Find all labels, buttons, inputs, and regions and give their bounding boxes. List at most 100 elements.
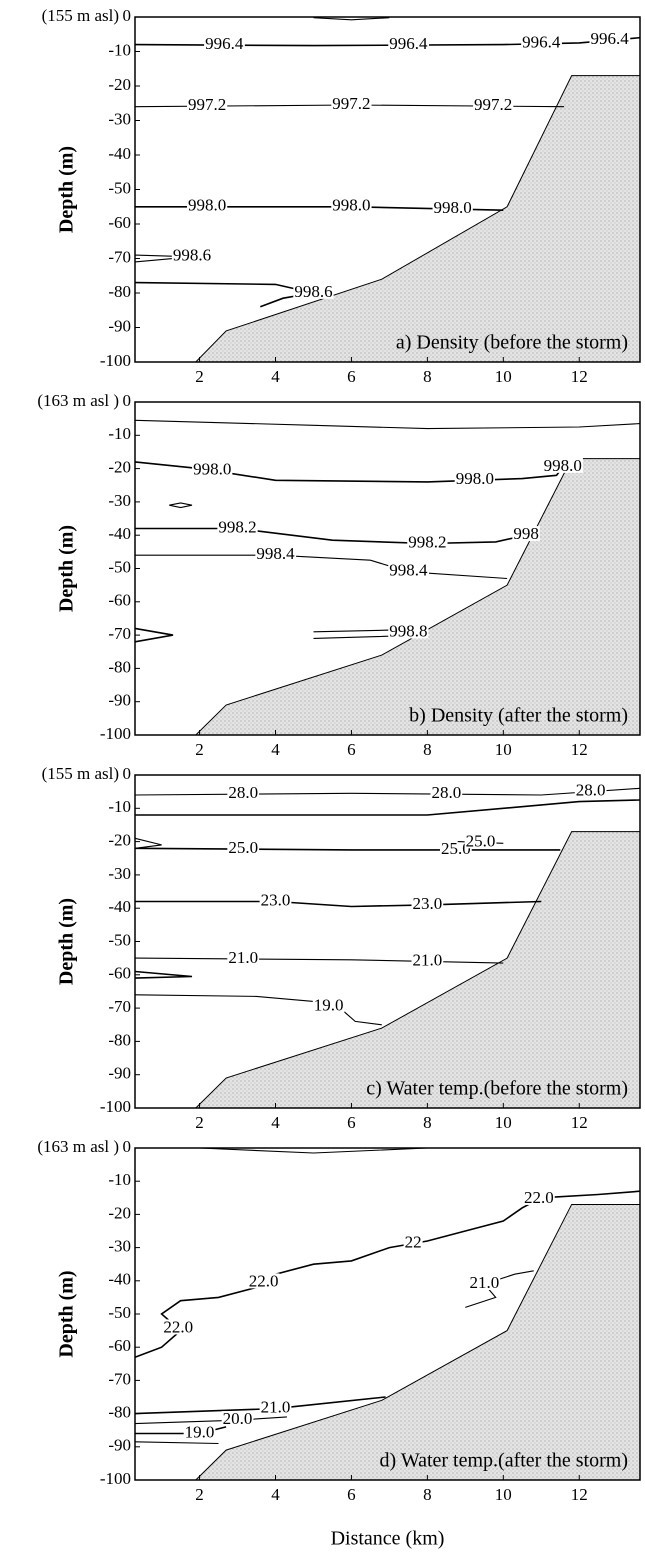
x-tick-label: 6	[347, 740, 356, 759]
contour-label-bg	[204, 36, 245, 52]
contour-label-bg	[432, 199, 473, 215]
y-tick-label: -50	[108, 930, 131, 949]
y-tick-label: 0	[123, 1137, 132, 1156]
y-tick-label: -20	[108, 1203, 131, 1222]
x-tick-label: 4	[271, 1113, 280, 1132]
contour-line	[134, 970, 193, 979]
contour-label-bg	[192, 461, 233, 477]
contour-label: 22.0	[249, 1271, 279, 1290]
y-tick-label: -70	[108, 1369, 131, 1388]
y-tick-label: -30	[108, 864, 131, 883]
surface-label: (163 m asl )	[37, 391, 119, 410]
x-tick-label: 10	[495, 1113, 512, 1132]
x-tick-label: 10	[495, 1485, 512, 1504]
x-tick-label: 10	[495, 367, 512, 386]
x-tick-label: 8	[423, 1485, 432, 1504]
contour-label: 998.4	[256, 544, 295, 563]
contour-label: 997.2	[332, 94, 370, 113]
y-tick-label: -30	[108, 1237, 131, 1256]
contour-label: 998.6	[173, 246, 211, 265]
x-tick-label: 8	[423, 1113, 432, 1132]
panel-title: c) Water temp.(before the storm)	[366, 1078, 628, 1100]
contour-label: 998.8	[389, 622, 427, 641]
contour-line	[135, 900, 542, 908]
y-tick-label: -20	[108, 458, 131, 477]
contour-label: 998.0	[188, 196, 226, 215]
contour-label: 998.6	[294, 282, 332, 301]
contour-label-bg	[411, 895, 444, 911]
x-tick-label: 2	[195, 367, 204, 386]
contour-label-bg	[473, 97, 514, 113]
x-tick-label: 2	[195, 740, 204, 759]
y-tick-label: -90	[108, 691, 131, 710]
contour-label: 996.4	[590, 29, 629, 48]
lake-bottom	[194, 831, 641, 1109]
contour-label-bg	[388, 562, 430, 578]
y-tick-label: -10	[108, 1170, 131, 1189]
contour-label-bg	[388, 36, 430, 52]
contour-label: 998.2	[408, 532, 446, 551]
contour-label-bg	[187, 197, 228, 213]
y-axis-label: Depth (m)	[56, 146, 78, 233]
contour-label: 28.0	[431, 783, 461, 802]
panel: 22.0 22.0 22 22.0 21.0 21.0 20.0 19.0 0 -10 -20 -30…	[37, 1137, 641, 1550]
y-tick-label: -90	[108, 316, 131, 335]
panel: 996.4 996.4 996.4 996.4 997.2 997.2 997.2 998.0…	[42, 6, 641, 386]
contour-label-bg	[388, 623, 429, 639]
y-axis-label: Depth (m)	[56, 1270, 78, 1357]
x-axis-label: Distance (km)	[331, 1528, 445, 1550]
contour-label: 21.0	[412, 950, 442, 969]
contour-label: 28.0	[576, 781, 606, 800]
contour-line	[135, 554, 508, 580]
contour-line	[134, 787, 641, 796]
contour-label-bg	[454, 471, 495, 487]
y-tick-label: -100	[100, 724, 131, 743]
x-tick-label: 4	[271, 1485, 280, 1504]
contour-label-bg	[171, 247, 213, 263]
y-tick-label: -50	[108, 557, 131, 576]
contour-label-bg	[312, 997, 345, 1013]
contour-line	[134, 957, 504, 964]
contour-label-bg	[523, 1189, 555, 1205]
contour-label-bg	[574, 782, 607, 798]
y-tick-label: -30	[108, 491, 131, 510]
contour-label: 997.2	[188, 95, 226, 114]
contour-label: 998.0	[456, 469, 494, 488]
y-tick-label: -60	[108, 591, 131, 610]
y-tick-label: -40	[108, 144, 131, 163]
contour-label-bg	[439, 840, 472, 856]
contour-label: 28.0	[228, 783, 258, 802]
y-tick-label: -40	[108, 897, 131, 916]
y-tick-label: -20	[108, 75, 131, 94]
contour-label-bg	[247, 1273, 280, 1289]
lake-bottom	[194, 75, 641, 363]
contour-label-bg	[407, 534, 448, 550]
panel-title: a) Density (before the storm)	[396, 332, 628, 354]
contour-label: 998.0	[193, 459, 231, 478]
contour-label-bg	[187, 97, 228, 113]
y-tick-label: -40	[108, 524, 131, 543]
y-tick-label: -90	[108, 1436, 131, 1455]
contour-label: 25.0	[228, 838, 258, 857]
panel-title: d) Water temp.(after the storm)	[380, 1450, 628, 1472]
contour-label: 998	[513, 524, 539, 543]
x-tick-label: 8	[423, 367, 432, 386]
y-tick-label: -10	[108, 424, 131, 443]
y-tick-label: -80	[108, 1030, 131, 1049]
contour-label-bg	[293, 283, 334, 299]
y-tick-label: -50	[108, 1303, 131, 1322]
contour-label-bg	[227, 785, 260, 801]
x-tick-label: 6	[347, 1485, 356, 1504]
contour-label: 996.4	[522, 33, 561, 52]
contour-label-bg	[411, 952, 444, 968]
contour-label-bg	[217, 519, 258, 535]
contour-label: 22.0	[163, 1317, 193, 1336]
y-tick-label: -70	[108, 247, 131, 266]
x-tick-label: 4	[271, 740, 280, 759]
contour-label-bg	[468, 1275, 501, 1291]
contour-label-bg	[512, 526, 540, 542]
contour-label-bg	[259, 1399, 292, 1415]
contour-line	[134, 847, 561, 851]
surface-label: (155 m asl)	[42, 764, 119, 783]
